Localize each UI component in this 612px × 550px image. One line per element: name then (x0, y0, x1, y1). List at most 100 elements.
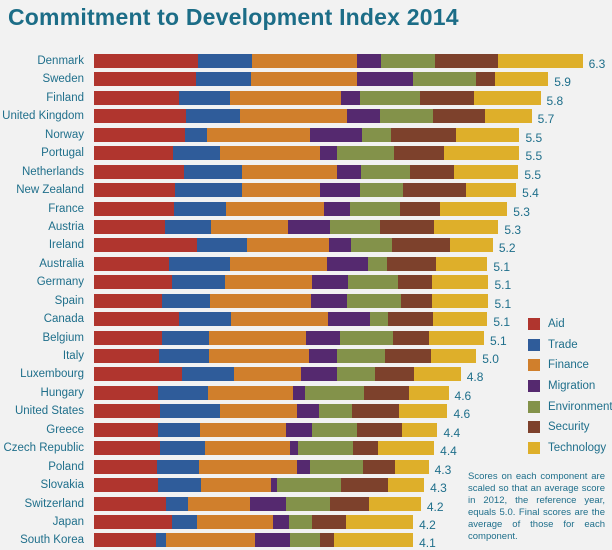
bar-segment-technology (430, 349, 477, 364)
score-label: 4.1 (419, 536, 436, 550)
bar-segment-technology (402, 422, 438, 437)
score-label: 5.1 (494, 278, 512, 293)
bar-segment-environment (289, 515, 313, 529)
bar-segment-aid (94, 275, 172, 290)
bar-segment-aid (94, 164, 184, 179)
country-label: Czech Republic (3, 442, 84, 455)
bar-segment-trade (172, 146, 221, 161)
bar-segment-security (356, 422, 403, 437)
bar-segment-security (394, 146, 445, 161)
bar-segment-migration (320, 183, 360, 198)
bar-segment-aid (94, 385, 159, 400)
bar-segment-environment (361, 164, 410, 179)
bar-segment-trade (195, 72, 252, 87)
country-label: New Zealand (16, 184, 84, 197)
bar-segment-technology (433, 312, 488, 327)
bar-segment-technology (485, 109, 532, 124)
bar-segment-migration (287, 219, 330, 234)
bar-segment-aid (94, 441, 161, 456)
country-label: Luxembourg (20, 368, 84, 381)
country-label: Japan (52, 516, 84, 528)
bar-segment-technology (498, 54, 583, 68)
country-label: Hungary (40, 386, 84, 399)
score-label: 5.5 (524, 167, 542, 182)
legend-swatch (528, 359, 540, 372)
bar-segment-technology (431, 275, 489, 290)
bar-segment-finance (209, 349, 309, 364)
bar-segment-trade (157, 459, 200, 474)
score-label: 5.1 (490, 333, 507, 348)
bar-segment-aid (94, 330, 162, 345)
bar-segment-trade (158, 422, 201, 437)
score-label: 5.5 (525, 149, 543, 164)
bar-segment-security (320, 533, 335, 548)
bar-segment-aid (94, 312, 180, 327)
bar-segment-environment (276, 478, 342, 493)
legend-swatch (528, 441, 540, 454)
bar-segment-trade (161, 293, 211, 308)
country-label: Australia (39, 257, 84, 270)
bar-segment-security (393, 330, 429, 345)
legend: Aid Trade Finance Migration Environment Secur… (528, 314, 612, 458)
bar-segment-environment (304, 385, 365, 400)
bar-segment-finance (201, 478, 272, 493)
bar-segment-technology (456, 127, 520, 142)
bar-segment-technology (466, 183, 517, 198)
country-label: Greece (46, 423, 84, 436)
bar-segment-technology (439, 201, 508, 216)
bar-segment-aid (94, 533, 157, 548)
bar-segment-environment (336, 367, 376, 382)
bar-segment-security (435, 54, 499, 68)
bar-segment-technology (474, 90, 541, 105)
bar-segment-aid (94, 127, 185, 142)
score-label: 5.9 (554, 75, 571, 90)
bar-segment-aid (94, 496, 167, 511)
bar-segment-migration (356, 54, 381, 68)
score-label: 5.1 (493, 259, 511, 274)
bar-segment-security (476, 72, 496, 87)
legend-item: Security (528, 417, 612, 438)
bar-segment-migration (346, 109, 380, 124)
country-label: Spain (54, 294, 84, 307)
bar-segment-aid (94, 478, 159, 493)
bar-segment-technology (334, 533, 414, 548)
bar-segment-finance (240, 109, 347, 124)
bar-segment-migration (327, 312, 370, 327)
bar-segment-trade (159, 349, 210, 364)
bar-segment-security (433, 109, 486, 124)
bar-segment-finance (207, 127, 311, 142)
legend-swatch (528, 400, 540, 413)
bar-segment-technology (428, 330, 484, 345)
legend-label: Environment (548, 400, 612, 413)
score-label: 4.6 (454, 388, 472, 403)
bar-segment-finance (197, 515, 274, 529)
bar-segment-finance (242, 164, 337, 179)
bar-segment-environment (310, 459, 364, 474)
bar-segment-finance (210, 293, 312, 308)
bar-segment-trade (198, 54, 253, 68)
bar-segment-migration (296, 404, 319, 419)
country-label: Austria (48, 220, 84, 233)
country-label: Switzerland (24, 497, 84, 510)
bar-segment-finance (199, 459, 297, 474)
bar-segment-trade (185, 109, 241, 124)
bar-segment-trade (197, 238, 247, 253)
score-label: 5.5 (525, 130, 543, 145)
bar-segment-migration (356, 72, 414, 87)
score-label: 4.2 (426, 499, 444, 514)
bar-segment-environment (362, 127, 391, 142)
bar-segment-migration (336, 164, 362, 179)
legend-label: Security (548, 421, 590, 434)
bar-segment-trade (158, 385, 209, 400)
bar-segment-aid (94, 146, 173, 161)
score-label: 5.1 (494, 296, 512, 311)
country-label: South Korea (20, 534, 84, 547)
bar-segment-trade (179, 90, 231, 105)
bar-segment-security (385, 349, 431, 364)
bar-segment-technology (495, 72, 549, 87)
bar-segment-aid (94, 201, 174, 216)
bar-segment-environment (336, 146, 395, 161)
country-label: Germany (36, 276, 84, 289)
bar-segment-trade (161, 330, 210, 345)
bar-segment-trade (179, 312, 232, 327)
